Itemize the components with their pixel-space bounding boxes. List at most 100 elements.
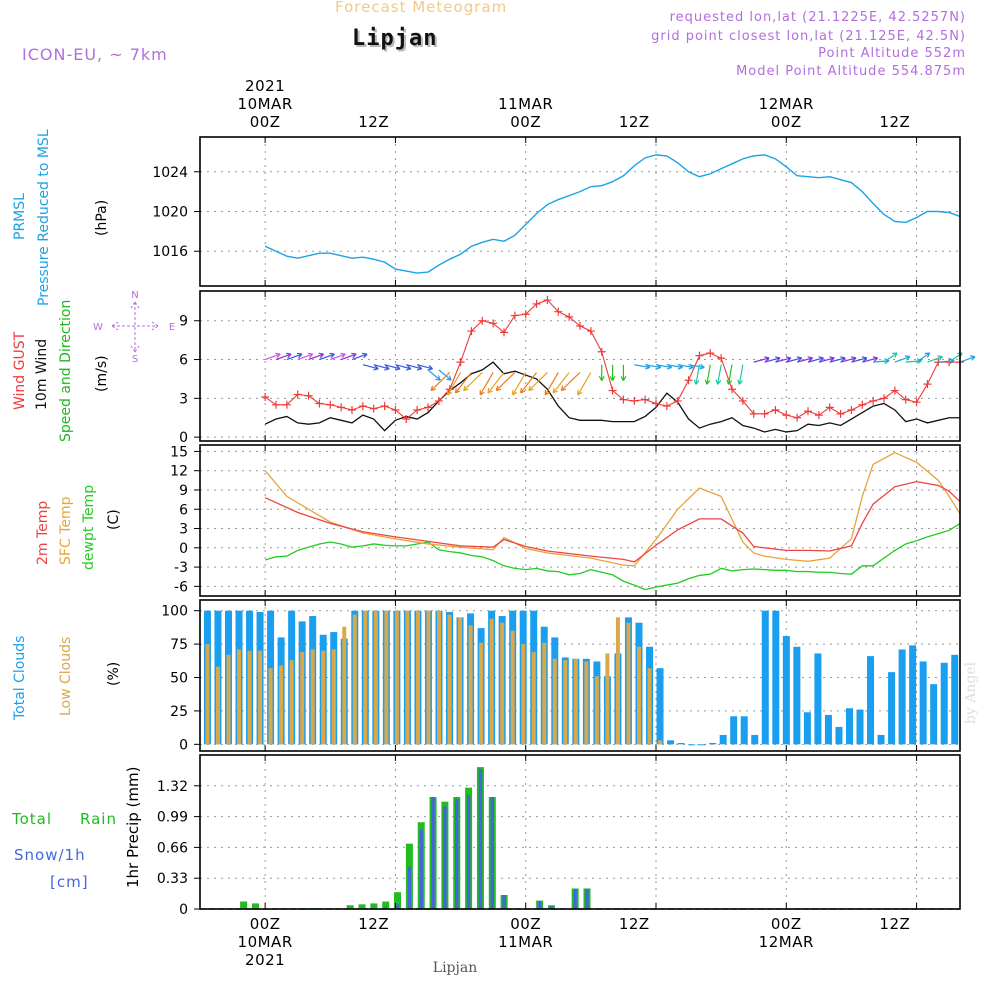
total-cloud-bar [677,742,685,745]
y-tick-label: 1016 [152,244,188,260]
wind-direction-arrow [726,364,733,385]
snow-unit-label: [cm] [50,873,89,891]
gust-point [380,402,389,411]
low-cloud-bar [373,610,378,745]
rain-bar [394,892,402,909]
wind-direction-arrow [373,364,390,371]
y-tick-label: 0 [179,737,188,753]
gust-point [673,396,682,405]
gust-point [652,399,660,408]
total-cloud-bar [709,742,717,745]
wind-direction-arrow [319,352,335,361]
gust-point [825,403,834,412]
gust-point [728,385,736,394]
total-cloud-bar [656,668,664,745]
low-cloud-bar [468,625,473,745]
dewpt-temp-label: dewpt Temp [81,485,97,570]
gust-point [597,347,606,356]
gust-point [304,391,313,400]
total-cloud-bar [803,712,811,745]
panel-wind: 0 3 6 9 [179,291,976,446]
y-tick-label: 15 [170,444,188,460]
wind-gust-label: Wind GUST [12,331,28,410]
top-time-label: 12Z [879,113,910,131]
snow-bar [384,907,388,909]
y-tick-label: 0.33 [157,871,188,887]
gust-point [858,400,867,409]
gust-point [424,403,432,412]
total-cloud-bar [782,636,790,745]
low-cloud-bar [384,610,389,745]
wind-direction-arrow [544,372,559,396]
wind-direction-arrow [851,356,868,363]
rain-bar [370,903,378,909]
panel-precip: 0 0.33 0.66 0.99 1.32 [157,755,960,918]
y-tick-label: 0 [179,541,188,557]
chart-title: Forecast Meteogram [335,0,508,16]
gust-point [489,319,498,328]
wind-direction-arrow [495,372,516,392]
snow-bar [431,797,435,909]
total-cloud-bar [835,726,843,745]
compass-s-label: S [132,354,138,365]
low-cloud-bar [405,610,410,745]
snow-bar [537,901,542,909]
gust-point [890,386,899,395]
pressure-label-desc: Pressure Reduced to MSL [36,129,52,306]
low-cloud-bar [626,622,631,745]
bottom-time-label: 2021 [245,951,285,969]
wind-direction-arrow [704,364,711,385]
model-altitude: Model Point Altitude 554.875m [736,64,966,79]
total-cloud-bar [888,672,896,745]
low-cloud-bar [447,614,452,745]
compass-e-label: E [169,322,175,333]
wind-direction-arrow [430,372,451,392]
bottom-time-label: 11MAR [498,933,553,951]
gust-point [261,393,270,402]
wind-direction-arrow [840,356,857,363]
wind-direction-arrow [446,372,462,396]
total-cloud-bar [761,610,769,745]
compass-n-label: N [131,290,138,301]
bottom-time-label: 10MAR [238,933,293,951]
total-cloud-bar [867,656,875,745]
y-tick-label: -6 [174,579,188,595]
gust-point [717,354,726,363]
wind-direction-arrow [351,352,368,361]
panel-frame [199,290,961,442]
gust-point [749,409,758,418]
wind-direction-arrow [715,364,722,385]
wind-direction-arrow [560,372,581,392]
low-cloud-bar [436,610,441,745]
top-time-label: 12MAR [759,95,814,113]
rain-bar [240,901,248,909]
snow-bar [419,829,423,909]
low-cloud-bar [531,652,536,745]
gust-point [402,415,411,424]
wind-direction-arrow [308,352,325,361]
gust-point [413,405,422,414]
gust-point [337,403,346,412]
low-cloud-bar [247,650,252,745]
panel-frame [199,444,961,597]
snow-bar [443,806,447,909]
wind-direction-arrow [916,352,931,363]
low-cloud-bar [415,610,420,745]
y-tick-label: 6 [179,353,188,369]
low-cloud-bar [594,676,599,745]
wind-direction-arrow [796,356,814,363]
gust-point [543,296,552,305]
low-cloud-bar [426,610,431,745]
total-cloud-bar [909,645,917,745]
rain-bar [358,904,366,909]
gust-point [293,390,302,399]
panel-pressure: 1016 1020 1024 [152,137,961,286]
gust-point [521,310,530,319]
wind-direction-arrow [862,356,879,363]
top-time-label: 12Z [358,113,389,131]
clouds-unit-label: (%) [106,662,122,686]
panel-temperature: -6 -3 0 3 6 9 12 15 [170,444,961,596]
wind-direction-arrow [786,356,803,363]
wind-direction-arrow [528,372,548,392]
panel-frame [199,599,961,752]
